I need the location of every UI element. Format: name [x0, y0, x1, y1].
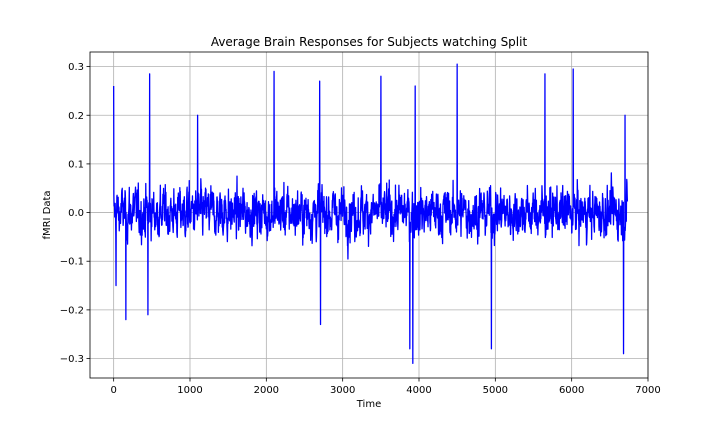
y-axis: −0.3 −0.2 −0.1 0.0 0.1 0.2 0.3	[60, 62, 90, 365]
x-tick-label: 7000	[635, 385, 660, 396]
x-tick-label: 5000	[483, 385, 508, 396]
x-tick-label: 3000	[330, 385, 355, 396]
x-axis-title: Time	[356, 399, 381, 410]
x-tick-label: 4000	[406, 385, 431, 396]
plot-area	[113, 63, 629, 365]
x-tick-label: 6000	[559, 385, 584, 396]
x-tick-label: 1000	[177, 385, 202, 396]
y-tick-label: 0.1	[68, 159, 84, 170]
x-axis: 0 1000 2000 3000 4000 5000 6000 7000	[110, 378, 661, 396]
chart-title: Average Brain Responses for Subjects wat…	[211, 35, 528, 49]
y-tick-label: −0.3	[60, 354, 84, 365]
plot-frame	[89, 51, 649, 379]
series-line	[113, 63, 629, 365]
x-tick-label: 2000	[254, 385, 279, 396]
y-tick-label: −0.1	[60, 257, 84, 268]
y-tick-label: 0.2	[68, 111, 84, 122]
y-tick-label: 0.0	[68, 208, 84, 219]
x-tick-label: 0	[110, 385, 116, 396]
y-axis-title: fMRI Data	[42, 190, 53, 239]
y-tick-label: −0.2	[60, 305, 84, 316]
y-tick-label: 0.3	[68, 62, 84, 73]
